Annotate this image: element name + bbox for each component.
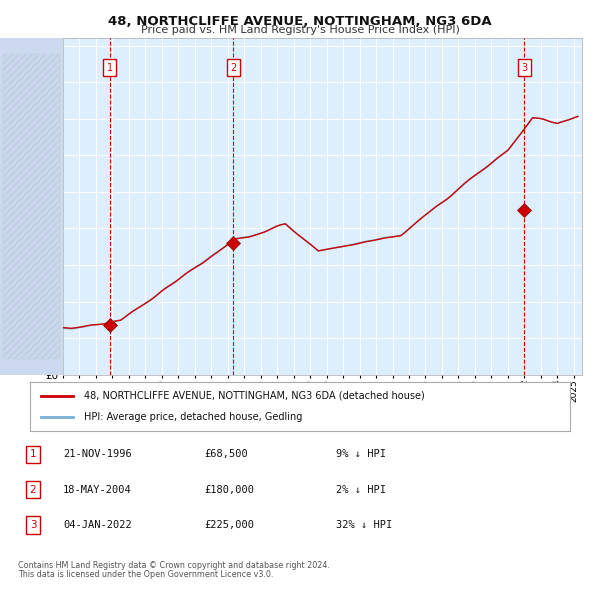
Text: Price paid vs. HM Land Registry's House Price Index (HPI): Price paid vs. HM Land Registry's House …: [140, 25, 460, 35]
Text: £68,500: £68,500: [204, 450, 248, 459]
Text: 32% ↓ HPI: 32% ↓ HPI: [336, 520, 392, 530]
Text: 48, NORTHCLIFFE AVENUE, NOTTINGHAM, NG3 6DA (detached house): 48, NORTHCLIFFE AVENUE, NOTTINGHAM, NG3 …: [84, 391, 425, 401]
Text: 1: 1: [107, 63, 113, 73]
Text: £180,000: £180,000: [204, 485, 254, 494]
Text: 9% ↓ HPI: 9% ↓ HPI: [336, 450, 386, 459]
Text: 1: 1: [29, 450, 37, 459]
Text: Contains HM Land Registry data © Crown copyright and database right 2024.: Contains HM Land Registry data © Crown c…: [18, 560, 330, 569]
Text: 2: 2: [230, 63, 236, 73]
Text: £225,000: £225,000: [204, 520, 254, 530]
Text: 2% ↓ HPI: 2% ↓ HPI: [336, 485, 386, 494]
Text: HPI: Average price, detached house, Gedling: HPI: Average price, detached house, Gedl…: [84, 412, 302, 422]
Text: 21-NOV-1996: 21-NOV-1996: [63, 450, 132, 459]
Text: 3: 3: [521, 63, 527, 73]
Text: 2: 2: [29, 485, 37, 494]
Text: 18-MAY-2004: 18-MAY-2004: [63, 485, 132, 494]
Text: 3: 3: [29, 520, 37, 530]
Text: 04-JAN-2022: 04-JAN-2022: [63, 520, 132, 530]
Text: 48, NORTHCLIFFE AVENUE, NOTTINGHAM, NG3 6DA: 48, NORTHCLIFFE AVENUE, NOTTINGHAM, NG3 …: [108, 15, 492, 28]
Text: This data is licensed under the Open Government Licence v3.0.: This data is licensed under the Open Gov…: [18, 570, 274, 579]
